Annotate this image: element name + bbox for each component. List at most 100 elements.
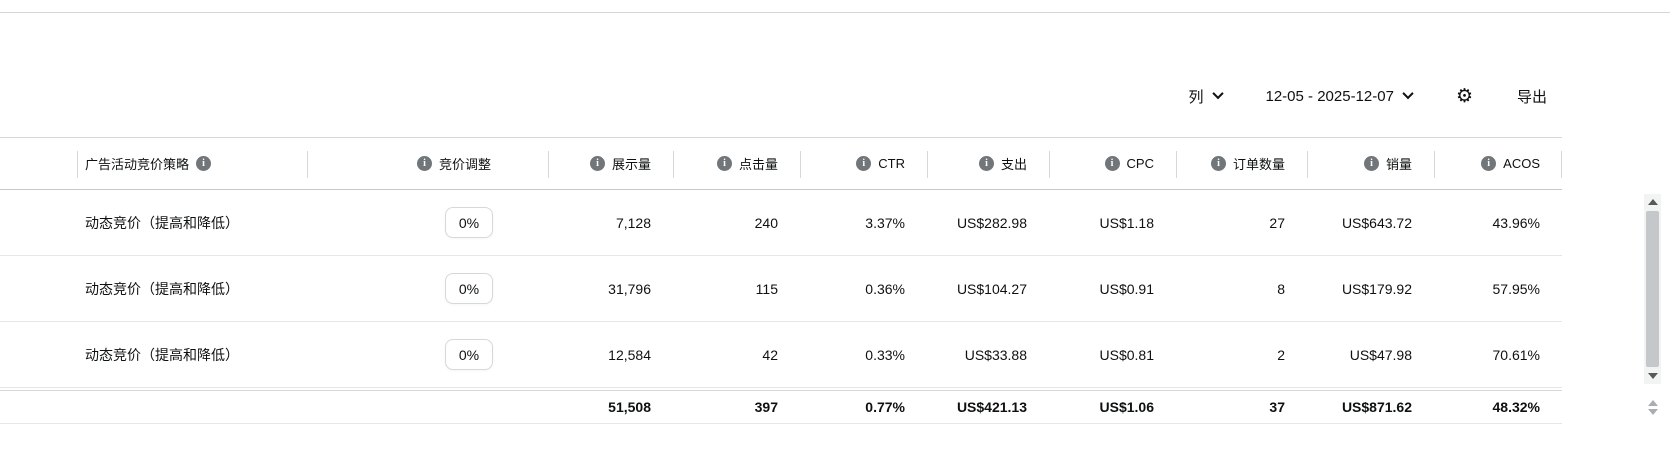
column-header-label: 竞价调整 [438, 157, 491, 172]
table-row: 动态竞价（提高和降低） 0% 12,584 42 0.33% US$33.88 … [0, 322, 1562, 388]
cell-spend: US$282.98 [956, 214, 1027, 231]
column-header-ctr: CTR [800, 138, 927, 189]
bid-adjustment-button[interactable]: 0% [445, 339, 493, 370]
chevron-down-icon [1211, 87, 1224, 99]
column-header-label: 广告活动竞价策略 [85, 157, 190, 172]
row-spacer [0, 322, 77, 387]
cell-orders: 2 [1277, 346, 1285, 363]
cell-spend: US$104.27 [956, 280, 1027, 297]
cell-sales: US$47.98 [1349, 346, 1412, 363]
scroll-up-button[interactable] [1644, 194, 1661, 210]
totals-ctr: 0.77% [865, 399, 905, 415]
cell-spend: US$33.88 [964, 346, 1027, 363]
gear-icon [1456, 87, 1473, 106]
table-body: 动态竞价（提高和降低） 0% 7,128 240 3.37% US$282.98… [0, 190, 1562, 388]
column-header-impressions: 展示量 [548, 138, 673, 189]
arrow-down-icon[interactable] [1647, 408, 1658, 415]
cell-acos: 43.96% [1492, 214, 1540, 231]
cell-impressions: 7,128 [615, 214, 651, 231]
column-header-orders: 订单数量 [1176, 138, 1307, 189]
column-header-label: 支出 [1000, 157, 1027, 172]
info-icon[interactable] [1363, 156, 1379, 171]
column-header-label: CTR [878, 156, 905, 171]
totals-row-scrollbar[interactable] [1644, 393, 1661, 421]
info-icon[interactable] [589, 156, 605, 171]
totals-orders: 37 [1269, 399, 1285, 415]
info-icon[interactable] [1481, 156, 1497, 171]
cell-ctr: 3.37% [865, 214, 905, 231]
totals-impressions: 51,508 [608, 399, 651, 415]
arrow-up-icon[interactable] [1647, 399, 1658, 406]
column-header-label: 订单数量 [1232, 157, 1285, 172]
scroll-down-button[interactable] [1644, 368, 1661, 384]
info-icon[interactable] [1210, 156, 1226, 171]
info-icon[interactable] [978, 156, 994, 171]
columns-dropdown[interactable]: 列 [1188, 86, 1224, 107]
column-header-label: 销量 [1385, 157, 1412, 172]
column-header-spend: 支出 [927, 138, 1049, 189]
column-header-bid-adjustment: 竞价调整 [307, 138, 548, 189]
row-spacer [0, 190, 77, 255]
info-icon[interactable] [196, 156, 212, 171]
cell-strategy: 动态竞价（提高和降低） [85, 280, 239, 297]
cell-acos: 70.61% [1492, 346, 1540, 363]
export-button[interactable]: 导出 [1517, 86, 1547, 107]
arrow-up-icon [1647, 199, 1658, 205]
cell-bid-adjustment: 0% [307, 256, 548, 321]
table-body-scrollbar[interactable] [1644, 194, 1661, 384]
totals-sales: US$871.62 [1341, 399, 1412, 415]
cell-clicks: 240 [754, 214, 778, 231]
totals-strategy-empty [77, 391, 307, 423]
info-icon[interactable] [716, 156, 732, 171]
column-header-acos: ACOS [1434, 138, 1562, 189]
info-icon[interactable] [416, 156, 432, 171]
columns-dropdown-label: 列 [1188, 88, 1204, 106]
column-header-strategy: 广告活动竞价策略 [77, 138, 307, 189]
totals-spend: US$421.13 [956, 399, 1027, 415]
export-button-label: 导出 [1516, 88, 1547, 106]
row-spacer [0, 256, 77, 321]
totals-clicks: 397 [754, 399, 778, 415]
cell-impressions: 12,584 [608, 346, 651, 363]
info-icon[interactable] [1104, 156, 1120, 171]
cell-strategy: 动态竞价（提高和降低） [85, 346, 239, 363]
column-header-label: CPC [1126, 156, 1154, 171]
column-header-sales: 销量 [1307, 138, 1434, 189]
table-row: 动态竞价（提高和降低） 0% 7,128 240 3.37% US$282.98… [0, 190, 1562, 256]
info-icon[interactable] [856, 156, 872, 171]
date-range-picker[interactable]: 12-05 - 2025-12-07 [1265, 87, 1414, 105]
column-header-cpc: CPC [1049, 138, 1176, 189]
cell-cpc: US$0.91 [1099, 280, 1154, 297]
totals-cpc: US$1.06 [1099, 399, 1154, 415]
column-header-label: ACOS [1503, 156, 1540, 171]
bid-adjustment-button[interactable]: 0% [445, 207, 493, 238]
cell-clicks: 115 [755, 280, 778, 297]
cell-impressions: 31,796 [608, 280, 651, 297]
cell-strategy: 动态竞价（提高和降低） [85, 214, 239, 231]
cell-bid-adjustment: 0% [307, 190, 548, 255]
settings-button[interactable] [1456, 87, 1473, 106]
arrow-down-icon [1647, 373, 1658, 379]
cell-bid-adjustment: 0% [307, 322, 548, 387]
cell-ctr: 0.33% [865, 346, 905, 363]
cell-sales: US$643.72 [1341, 214, 1412, 231]
cell-cpc: US$0.81 [1099, 346, 1154, 363]
table-header-row: 广告活动竞价策略 竞价调整 展示量 点击量 CTR 支出 CPC [0, 137, 1562, 190]
column-header-label: 展示量 [611, 157, 651, 172]
cell-clicks: 42 [762, 346, 778, 363]
totals-row: 51,508 397 0.77% US$421.13 US$1.06 37 US… [0, 390, 1562, 424]
cell-orders: 27 [1269, 214, 1285, 231]
top-divider [0, 12, 1670, 13]
header-spacer [0, 138, 77, 189]
cell-ctr: 0.36% [865, 280, 905, 297]
chevron-down-icon [1402, 87, 1414, 99]
date-range-label: 12-05 - 2025-12-07 [1265, 87, 1394, 105]
column-header-clicks: 点击量 [673, 138, 800, 189]
bid-adjustment-button[interactable]: 0% [445, 273, 493, 304]
cell-acos: 57.95% [1492, 280, 1540, 297]
scrollbar-thumb[interactable] [1646, 211, 1659, 367]
cell-sales: US$179.92 [1341, 280, 1412, 297]
table-toolbar: 列 12-05 - 2025-12-07 导出 [1188, 82, 1547, 110]
cell-orders: 8 [1277, 280, 1285, 297]
totals-bid-adjustment-empty [307, 391, 548, 423]
